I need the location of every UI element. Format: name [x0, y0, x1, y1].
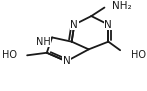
Text: NH: NH	[36, 37, 51, 47]
Text: HO: HO	[131, 50, 146, 60]
Text: N: N	[63, 56, 70, 66]
Text: N: N	[105, 20, 112, 30]
Text: HO: HO	[2, 50, 17, 60]
Text: NH₂: NH₂	[112, 1, 132, 11]
Text: N: N	[70, 20, 78, 30]
